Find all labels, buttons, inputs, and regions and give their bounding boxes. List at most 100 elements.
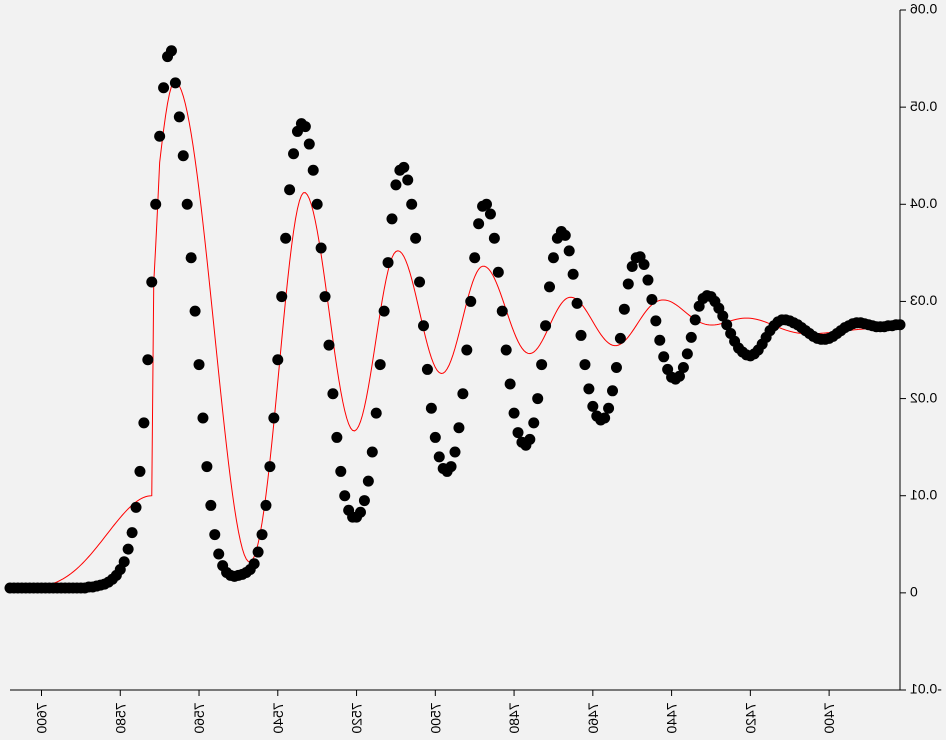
data-point [410, 233, 421, 244]
data-point [583, 383, 594, 394]
data-point [335, 466, 346, 477]
data-point [154, 131, 165, 142]
y-tick-label: -0.01 [910, 681, 942, 697]
data-point [509, 408, 520, 419]
data-point [272, 354, 283, 365]
y-tick-label: 0.05 [910, 98, 937, 114]
data-point [607, 385, 618, 396]
data-point [182, 199, 193, 210]
data-point [524, 434, 535, 445]
data-point [469, 252, 480, 263]
data-point [540, 320, 551, 331]
data-point [623, 278, 634, 289]
data-point [320, 291, 331, 302]
data-point [493, 267, 504, 278]
y-tick-label: 0.06 [910, 1, 937, 17]
data-point [359, 495, 370, 506]
oscillation-chart: 7400742074407460748075007520754075607580… [0, 0, 946, 740]
x-tick-label: 7480 [506, 702, 522, 733]
data-point [639, 259, 650, 270]
data-point [127, 527, 138, 538]
data-point [268, 413, 279, 424]
data-point [209, 529, 220, 540]
data-point [312, 199, 323, 210]
data-point [390, 179, 401, 190]
data-point [548, 252, 559, 263]
data-point [264, 461, 275, 472]
data-point [174, 111, 185, 122]
data-point [453, 422, 464, 433]
data-point [355, 507, 366, 518]
data-point [650, 315, 661, 326]
data-point [304, 139, 315, 150]
data-point [686, 332, 697, 343]
data-point [276, 291, 287, 302]
data-point [379, 306, 390, 317]
data-point [371, 408, 382, 419]
data-point [375, 359, 386, 370]
data-point [201, 461, 212, 472]
data-point [323, 340, 334, 351]
x-tick-label: 7400 [821, 702, 837, 733]
data-point [327, 388, 338, 399]
data-point [615, 333, 626, 344]
data-point [316, 243, 327, 254]
y-tick-label: 0 [910, 584, 918, 600]
data-point [386, 213, 397, 224]
data-point [461, 345, 472, 356]
data-point [190, 306, 201, 317]
data-point [497, 306, 508, 317]
data-point [654, 335, 665, 346]
data-point [579, 359, 590, 370]
data-point [485, 209, 496, 220]
y-tick-label: 0.04 [910, 195, 937, 211]
data-point [213, 549, 224, 560]
data-point [564, 245, 575, 256]
data-point [646, 294, 657, 305]
data-point [576, 330, 587, 341]
data-point [257, 529, 268, 540]
data-point [205, 500, 216, 511]
data-point [123, 544, 134, 555]
data-point [249, 558, 260, 569]
data-point [544, 281, 555, 292]
data-point [513, 427, 524, 438]
data-point [682, 348, 693, 359]
data-point [532, 393, 543, 404]
data-point [331, 432, 342, 443]
x-tick-label: 7520 [349, 702, 365, 733]
data-point [430, 432, 441, 443]
data-point [383, 257, 394, 268]
data-point [599, 413, 610, 424]
chart-background [0, 0, 946, 740]
data-point [619, 304, 630, 315]
data-point [426, 403, 437, 414]
data-point [560, 230, 571, 241]
data-point [611, 362, 622, 373]
data-point [186, 252, 197, 263]
x-tick-label: 7420 [742, 702, 758, 733]
data-point [434, 451, 445, 462]
x-tick-label: 7580 [112, 702, 128, 733]
data-point [284, 184, 295, 195]
data-point [418, 320, 429, 331]
data-point [253, 547, 264, 558]
data-point [260, 500, 271, 511]
data-point [288, 148, 299, 159]
data-point [138, 417, 149, 428]
y-tick-label: 0.02 [910, 389, 937, 405]
data-point [446, 461, 457, 472]
data-point [402, 175, 413, 186]
x-tick-label: 7540 [270, 702, 286, 733]
data-point [465, 296, 476, 307]
data-point [308, 165, 319, 176]
data-point [587, 401, 598, 412]
data-point [481, 199, 492, 210]
data-point [146, 277, 157, 288]
data-point [572, 298, 583, 309]
data-point [158, 82, 169, 93]
data-point [166, 45, 177, 56]
data-point [658, 351, 669, 362]
data-point [528, 417, 539, 428]
data-point [457, 388, 468, 399]
